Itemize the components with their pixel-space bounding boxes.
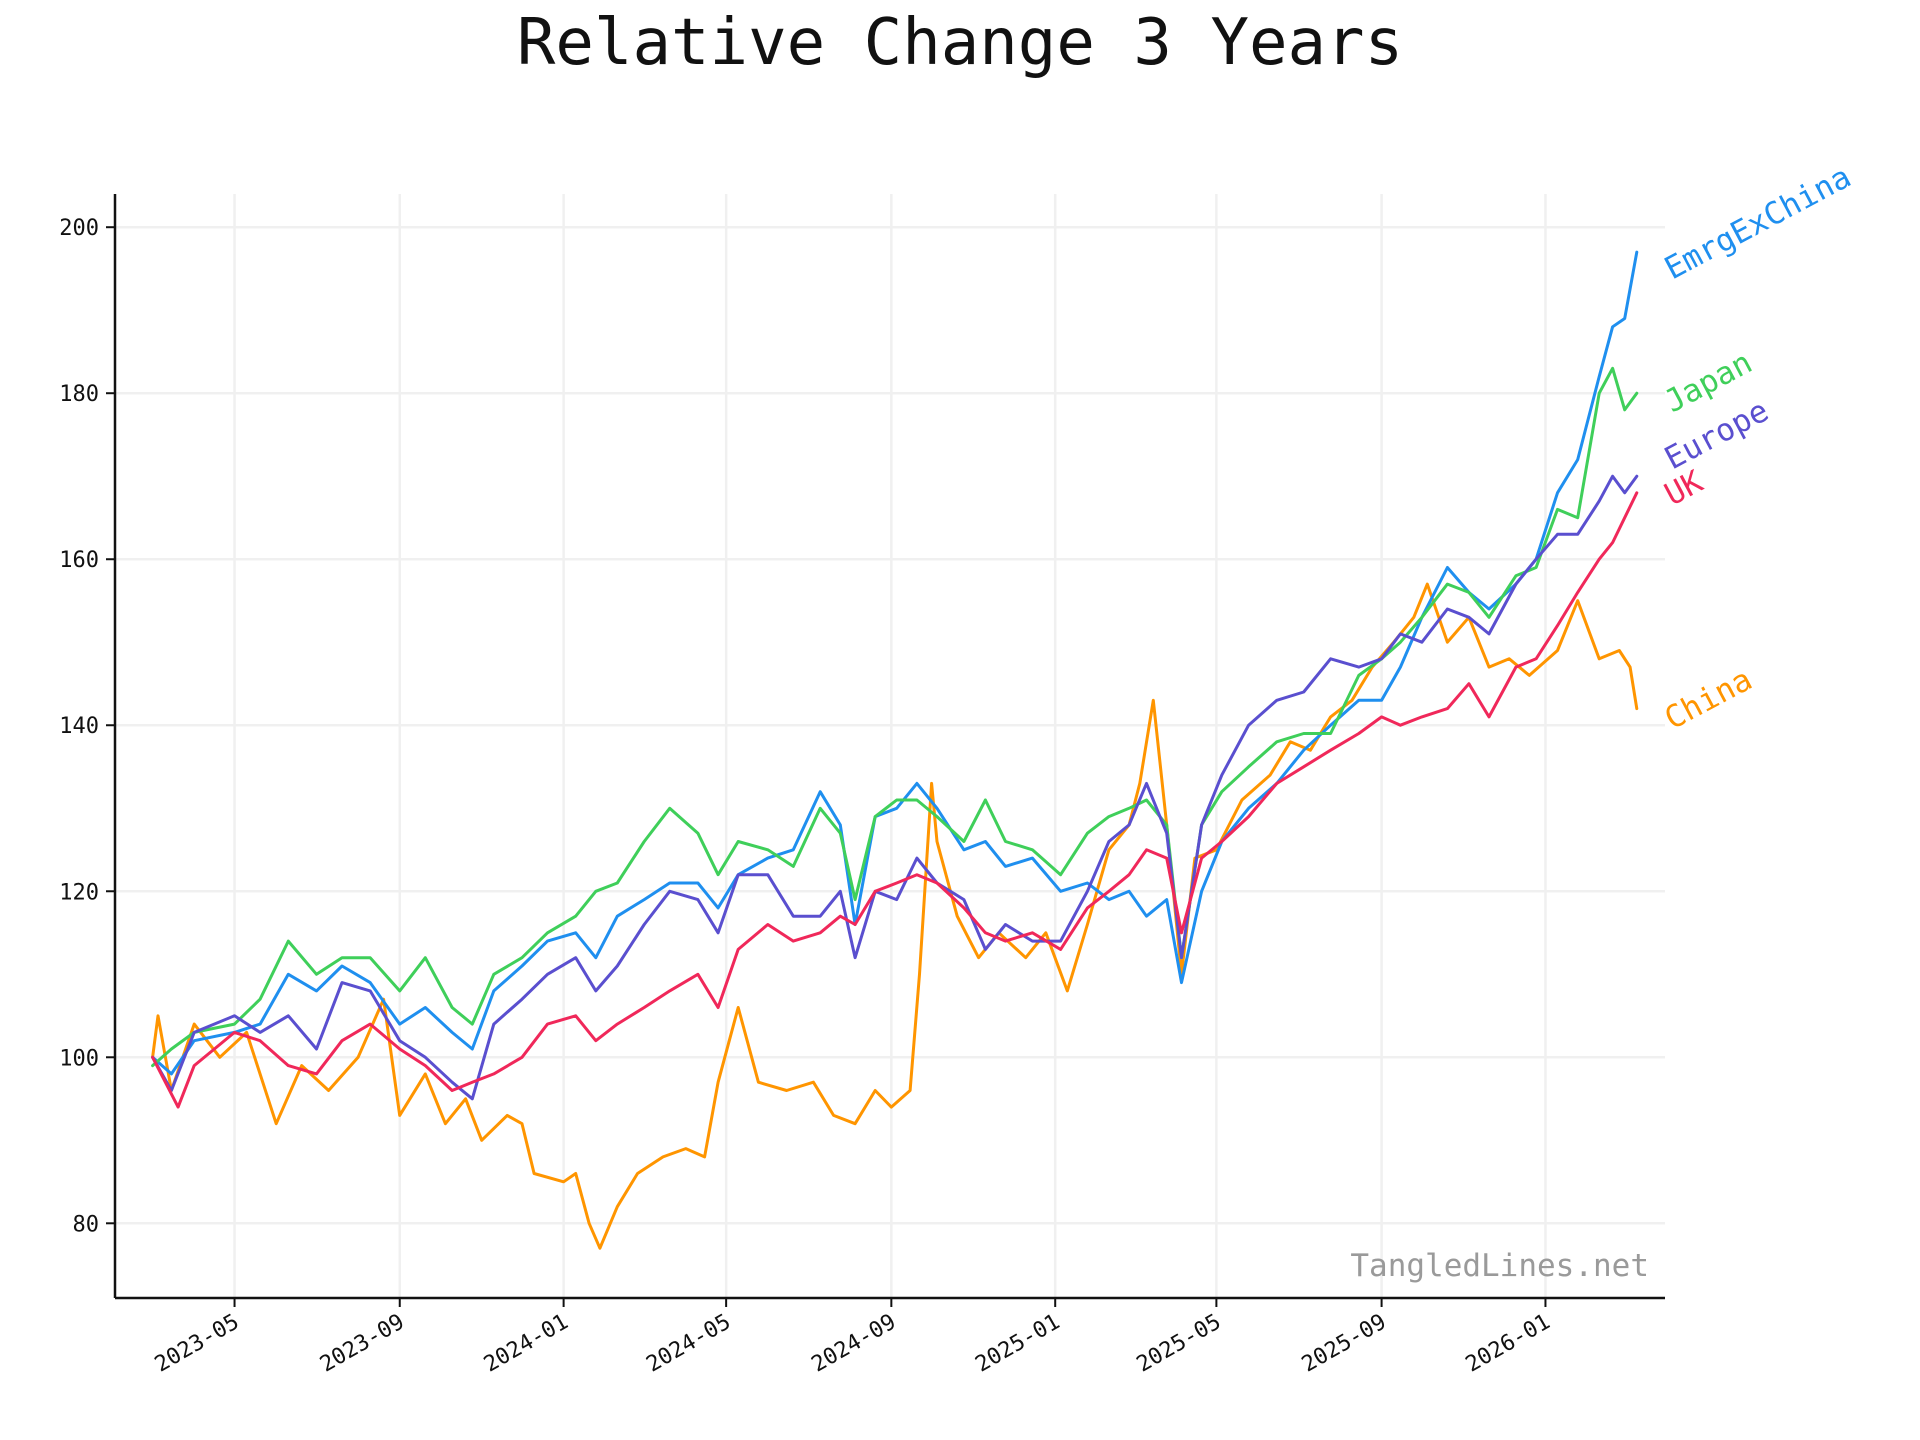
- x-tick-label: 2026-01: [1462, 1310, 1555, 1378]
- series-line-europe: [151, 474, 1639, 1101]
- y-tick-label: 200: [59, 216, 99, 241]
- y-tick-label: 180: [59, 382, 99, 407]
- axes: 80 100 120 140 160 180 200 2023-05 2023-09 2024-0…: [59, 194, 1665, 1378]
- y-tick-label: 160: [59, 548, 99, 573]
- series-line-japan: [151, 366, 1639, 1068]
- x-tick-label: 2025-09: [1298, 1310, 1391, 1378]
- x-tick-label: 2025-01: [971, 1310, 1064, 1378]
- chart-title: Relative Change 3 Years: [516, 6, 1404, 80]
- watermark: TangledLines.net: [1350, 1248, 1649, 1284]
- x-tick-label: 2024-09: [808, 1310, 901, 1378]
- y-tick-label: 80: [73, 1212, 100, 1237]
- y-tick-label: 140: [59, 714, 99, 739]
- x-tick-label: 2024-01: [480, 1310, 573, 1378]
- series-lines: [151, 250, 1639, 1250]
- y-tick-label: 120: [59, 880, 99, 905]
- x-tick-label: 2025-05: [1133, 1310, 1226, 1378]
- x-tick-label: 2023-09: [316, 1310, 409, 1378]
- series-line-uk: [151, 491, 1639, 1109]
- series-line-china: [151, 582, 1639, 1250]
- series-label-china: China: [1659, 661, 1758, 737]
- y-tick-label: 100: [59, 1046, 99, 1071]
- x-tick-label: 2024-05: [642, 1310, 735, 1378]
- series-line-emrgexchina: [151, 250, 1639, 1076]
- series-label-emrgexchina: EmrgExChina: [1659, 159, 1857, 287]
- series-label-uk: UK: [1659, 464, 1709, 513]
- grid-lines: [115, 194, 1665, 1298]
- x-tick-label: 2023-05: [151, 1310, 244, 1378]
